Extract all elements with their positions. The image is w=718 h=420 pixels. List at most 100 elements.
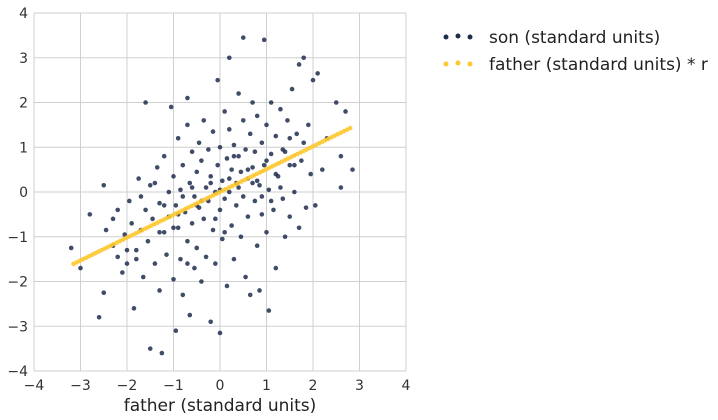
son-point xyxy=(268,151,274,157)
son-point xyxy=(189,221,195,226)
son-point xyxy=(178,187,183,193)
son-point xyxy=(287,162,293,168)
son-point xyxy=(157,288,162,293)
son-point xyxy=(157,229,162,235)
son-point xyxy=(259,194,265,199)
son-point xyxy=(208,180,213,186)
son-point xyxy=(136,176,141,181)
son-point xyxy=(189,149,195,155)
x-tick-label: 4 xyxy=(402,378,411,394)
son-point xyxy=(227,127,232,132)
son-point xyxy=(154,165,160,170)
y-tick-label: −4 xyxy=(7,364,28,380)
son-point xyxy=(178,256,183,262)
son-point xyxy=(138,194,144,199)
son-point xyxy=(273,265,279,271)
son-point xyxy=(180,162,186,168)
son-point xyxy=(185,261,190,266)
son-point xyxy=(252,198,258,204)
son-point xyxy=(171,174,176,179)
father-r-point xyxy=(347,125,353,131)
son-point xyxy=(224,156,230,161)
son-point xyxy=(227,176,232,181)
son-point xyxy=(257,182,262,188)
son-point xyxy=(201,216,207,222)
son-point xyxy=(254,113,260,119)
son-point xyxy=(231,142,237,148)
son-point xyxy=(115,254,120,260)
x-tick-label: −4 xyxy=(24,378,45,394)
son-point xyxy=(147,182,153,188)
son-point xyxy=(196,140,202,146)
son-point xyxy=(245,167,251,172)
son-point xyxy=(250,100,255,105)
son-point xyxy=(220,178,225,184)
son-point xyxy=(271,207,276,213)
son-point xyxy=(315,71,320,76)
y-tick-label: 2 xyxy=(19,96,28,112)
son-point xyxy=(145,238,151,244)
son-point xyxy=(120,270,125,275)
son-point xyxy=(301,55,307,61)
son-point xyxy=(240,118,246,123)
son-point xyxy=(264,158,269,163)
son-point xyxy=(78,265,83,271)
x-tick-label: −2 xyxy=(117,378,138,394)
y-tick-label: 3 xyxy=(19,51,28,67)
son-point xyxy=(231,153,237,159)
son-point xyxy=(257,288,262,293)
son-point xyxy=(282,234,288,240)
son-point xyxy=(238,169,244,175)
son-point xyxy=(224,283,230,289)
son-point xyxy=(199,158,204,163)
son-point xyxy=(171,276,176,282)
son-point xyxy=(194,169,200,175)
son-point xyxy=(140,274,146,280)
son-point xyxy=(278,106,283,112)
son-point xyxy=(296,225,302,231)
son-point xyxy=(333,100,339,105)
son-point xyxy=(250,180,255,186)
son-point xyxy=(152,261,158,266)
x-tick-label: 0 xyxy=(216,378,225,394)
x-tick-label: −3 xyxy=(70,378,91,394)
y-tick-label: 1 xyxy=(19,140,28,156)
y-tick-label: 0 xyxy=(19,185,28,201)
son-point xyxy=(338,153,344,159)
legend-label-son: son (standard units) xyxy=(489,28,660,48)
son-point xyxy=(292,162,297,168)
x-tick-label: −1 xyxy=(163,378,184,394)
son-point xyxy=(280,196,286,202)
data-points xyxy=(68,35,355,356)
son-point xyxy=(161,203,167,208)
son-point xyxy=(147,346,153,351)
son-point xyxy=(134,247,139,253)
son-point xyxy=(157,200,162,206)
son-point xyxy=(229,167,234,172)
son-point xyxy=(217,144,223,150)
son-point xyxy=(350,167,355,172)
son-point xyxy=(168,104,174,110)
legend-marker-son xyxy=(443,33,473,40)
x-tick-label: 2 xyxy=(309,378,318,394)
son-point xyxy=(180,194,186,199)
x-tick-label: 1 xyxy=(262,378,271,394)
son-point xyxy=(222,196,227,202)
son-point xyxy=(152,180,158,186)
son-point xyxy=(217,330,223,336)
son-point xyxy=(247,131,253,137)
son-point xyxy=(259,212,265,217)
son-point xyxy=(296,62,302,67)
son-point xyxy=(101,182,107,188)
son-point xyxy=(127,198,132,204)
son-point xyxy=(245,214,251,219)
son-point xyxy=(229,223,234,228)
son-point xyxy=(306,122,311,128)
son-point xyxy=(287,214,293,219)
son-point xyxy=(208,319,213,325)
son-point xyxy=(236,185,241,190)
son-point xyxy=(254,178,260,184)
son-point xyxy=(201,118,207,123)
son-point xyxy=(215,77,220,83)
son-point xyxy=(266,308,272,313)
